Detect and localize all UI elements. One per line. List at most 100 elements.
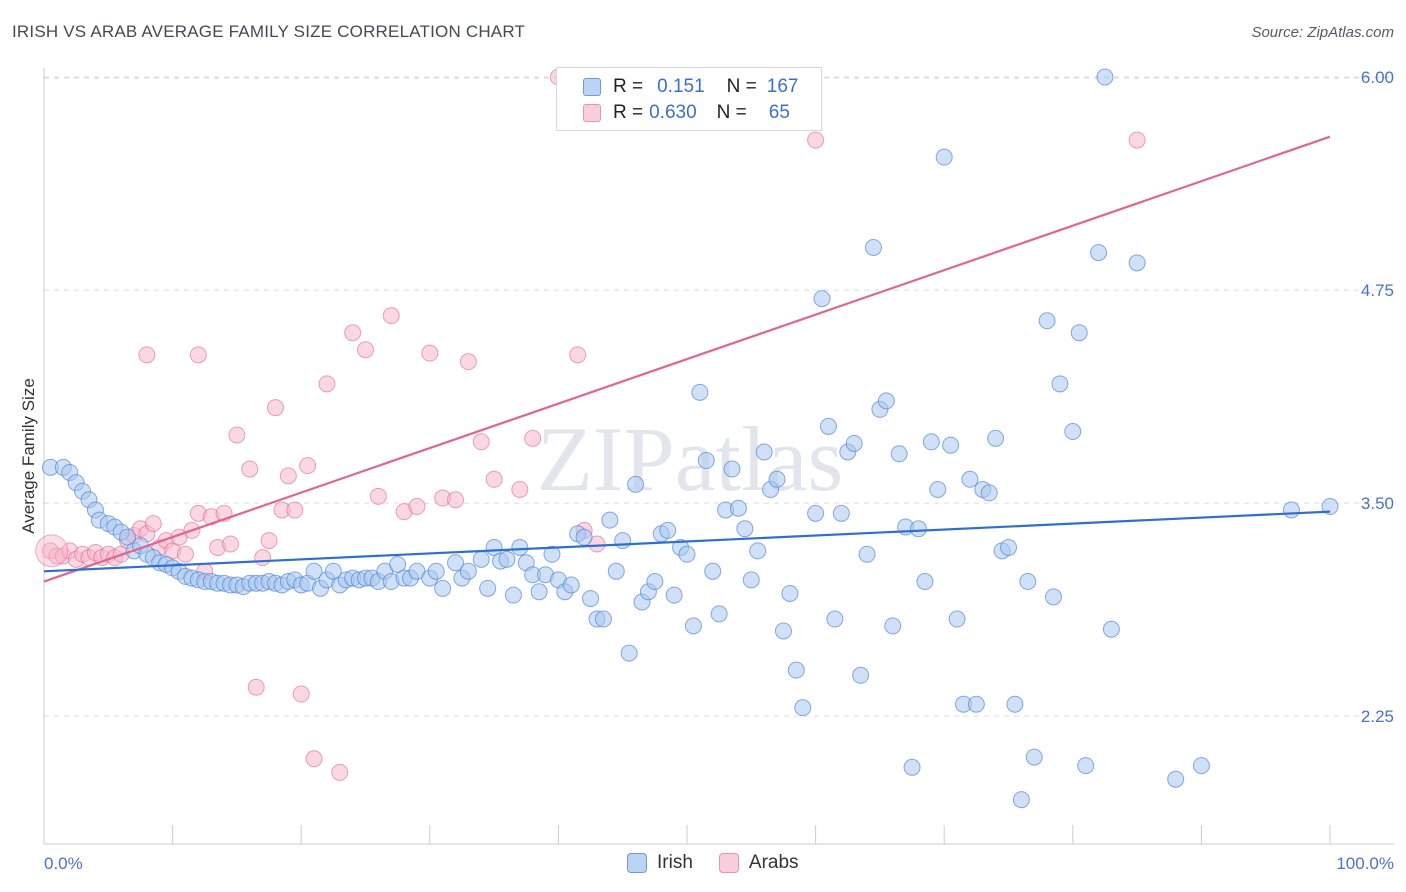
legend-item-irish[interactable]: Irish bbox=[627, 852, 693, 874]
irish-point bbox=[935, 148, 953, 166]
irish-point bbox=[1025, 748, 1043, 766]
irish-point bbox=[1077, 757, 1095, 775]
arab-point bbox=[266, 399, 284, 417]
irish-point bbox=[1128, 254, 1146, 272]
irish-point bbox=[826, 610, 844, 628]
irish-point bbox=[909, 520, 927, 538]
irish-point bbox=[864, 238, 882, 256]
arab-point bbox=[279, 467, 297, 485]
irish-point bbox=[852, 666, 870, 684]
arab-point bbox=[254, 549, 272, 567]
irish-point bbox=[1064, 423, 1082, 441]
irish-point bbox=[305, 562, 323, 580]
series-legend: Irish Arabs bbox=[627, 852, 825, 874]
y-tick-label-3: 6.00 bbox=[1361, 68, 1394, 87]
arab-point bbox=[569, 346, 587, 364]
irish-point bbox=[755, 443, 773, 461]
irish-series bbox=[41, 68, 1339, 809]
arabs-r-value: 0.630 bbox=[649, 102, 697, 123]
arab-point bbox=[228, 426, 246, 444]
irish-point bbox=[729, 499, 747, 517]
arab-point bbox=[357, 341, 374, 359]
irish-r-value: 0.151 bbox=[657, 76, 705, 97]
irish-point bbox=[684, 617, 702, 635]
arab-point-cluster bbox=[35, 534, 69, 568]
irish-point bbox=[614, 532, 632, 550]
irish-point bbox=[498, 550, 516, 568]
arab-point bbox=[331, 763, 349, 781]
irish-point bbox=[749, 542, 767, 560]
irish-point bbox=[459, 562, 477, 580]
irish-point bbox=[967, 695, 985, 713]
irish-point bbox=[980, 484, 998, 502]
irish-point bbox=[845, 434, 863, 452]
irish-point bbox=[659, 521, 677, 539]
irish-point bbox=[665, 586, 683, 604]
irish-point bbox=[646, 573, 664, 591]
irish-point bbox=[607, 562, 625, 580]
irish-point bbox=[858, 545, 876, 563]
irish-legend-label: Irish bbox=[657, 852, 693, 873]
irish-n-value: 167 bbox=[766, 76, 799, 97]
irish-point bbox=[691, 383, 709, 401]
irish-point bbox=[1090, 244, 1108, 262]
irish-point bbox=[890, 445, 908, 463]
irish-point bbox=[1038, 312, 1056, 330]
arab-point bbox=[144, 515, 162, 533]
irish-point bbox=[736, 520, 754, 538]
irish-legend-swatch bbox=[627, 853, 647, 873]
arab-point bbox=[344, 324, 362, 342]
arabs-r-label: R = bbox=[613, 102, 644, 123]
arab-point bbox=[807, 131, 825, 149]
irish-point bbox=[504, 586, 522, 604]
source-credit: Source: ZipAtlas.com bbox=[1251, 24, 1394, 41]
arab-point bbox=[472, 433, 490, 451]
irish-point bbox=[427, 562, 445, 580]
irish-point bbox=[678, 545, 696, 563]
irish-point bbox=[627, 475, 645, 493]
irish-point bbox=[575, 528, 593, 546]
arab-point bbox=[299, 457, 317, 475]
irish-point bbox=[594, 610, 612, 628]
irish-point bbox=[1282, 501, 1300, 519]
x-tick-label-min: 0.0% bbox=[44, 854, 83, 873]
arab-point bbox=[382, 307, 400, 325]
irish-point bbox=[903, 758, 921, 776]
irish-point bbox=[819, 417, 837, 435]
legend-row-arabs: R = 0.630 N = 65 bbox=[583, 101, 790, 125]
arab-point bbox=[189, 346, 207, 364]
arab-point bbox=[1128, 131, 1146, 149]
irish-point bbox=[1000, 538, 1017, 556]
irish-point bbox=[987, 429, 1005, 447]
arab-point bbox=[221, 535, 239, 553]
correlation-legend: R = 0.151 N = 167 R = 0.630 N = 65 bbox=[556, 67, 822, 131]
arab-point bbox=[260, 532, 278, 550]
arabs-trend-line bbox=[43, 135, 1331, 583]
irish-point bbox=[774, 622, 792, 640]
irish-point bbox=[929, 480, 947, 498]
y-tick-labels: 2.25 3.50 4.75 6.00 bbox=[1361, 68, 1394, 726]
irish-point bbox=[877, 392, 895, 410]
arab-point bbox=[524, 429, 542, 447]
x-tick-label-max: 100.0% bbox=[1336, 854, 1394, 873]
legend-row-irish: R = 0.151 N = 167 bbox=[583, 75, 798, 99]
irish-point bbox=[582, 590, 600, 608]
irish-point bbox=[697, 452, 715, 470]
irish-point bbox=[813, 290, 831, 308]
irish-point bbox=[447, 554, 465, 572]
irish-point bbox=[620, 644, 638, 662]
irish-point bbox=[601, 511, 619, 529]
arab-point bbox=[369, 487, 387, 505]
arab-point bbox=[138, 346, 156, 364]
arab-point bbox=[176, 545, 194, 563]
irish-point bbox=[1045, 588, 1063, 606]
y-tick-label-0: 2.25 bbox=[1361, 707, 1394, 726]
irish-point bbox=[479, 579, 497, 597]
irish-point bbox=[1019, 573, 1037, 591]
irish-point bbox=[884, 617, 902, 635]
irish-point bbox=[948, 610, 966, 628]
irish-swatch bbox=[583, 78, 601, 96]
irish-point bbox=[916, 573, 934, 591]
legend-item-arabs[interactable]: Arabs bbox=[718, 852, 799, 874]
